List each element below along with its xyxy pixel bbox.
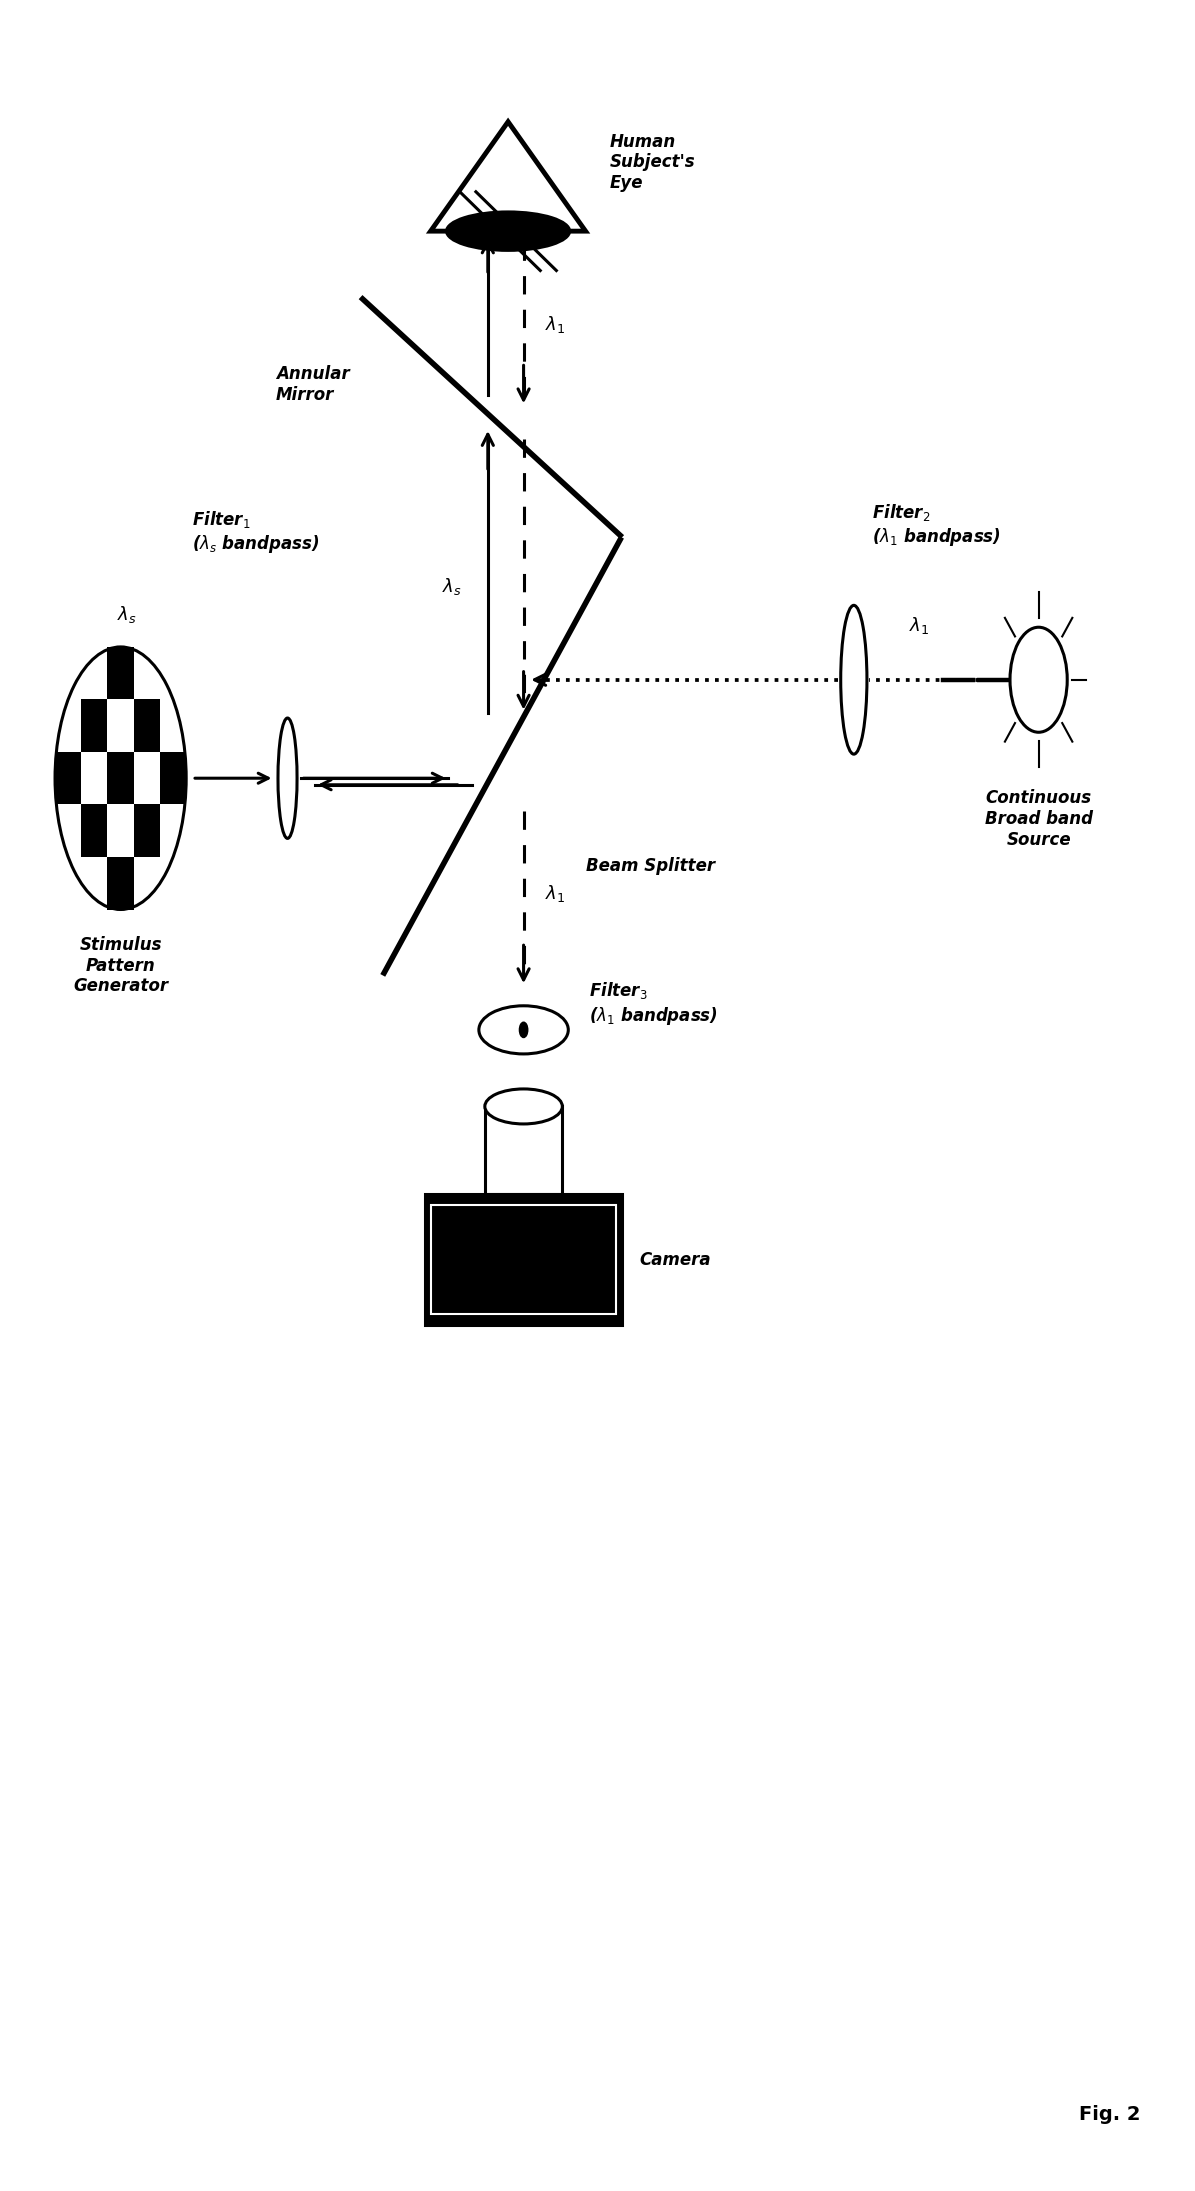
Bar	[108, 752, 134, 804]
Text: Filter$_1$
($\lambda_s$ bandpass): Filter$_1$ ($\lambda_s$ bandpass)	[192, 508, 320, 554]
Ellipse shape	[485, 1089, 563, 1124]
Bar	[134, 699, 160, 752]
Text: Filter$_3$
($\lambda_1$ bandpass): Filter$_3$ ($\lambda_1$ bandpass)	[589, 982, 718, 1028]
Ellipse shape	[520, 1023, 528, 1039]
Text: Continuous
Broad band
Source: Continuous Broad band Source	[985, 789, 1092, 848]
Text: Camera: Camera	[639, 1251, 711, 1269]
Ellipse shape	[446, 213, 570, 250]
Circle shape	[1010, 627, 1067, 732]
Text: $\lambda_s$: $\lambda_s$	[442, 576, 461, 598]
Bar	[81, 699, 108, 752]
Bar	[431, 1205, 615, 1315]
Bar	[108, 646, 134, 699]
Bar	[81, 804, 108, 857]
Ellipse shape	[278, 719, 298, 839]
Text: Annular
Mirror: Annular Mirror	[276, 366, 349, 403]
Text: $\lambda_s$: $\lambda_s$	[117, 605, 136, 624]
Bar	[55, 752, 81, 804]
Ellipse shape	[55, 646, 186, 909]
Bar	[108, 857, 134, 909]
Ellipse shape	[841, 605, 866, 754]
Text: $\lambda_1$: $\lambda_1$	[545, 883, 565, 903]
Text: Stimulus
Pattern
Generator: Stimulus Pattern Generator	[73, 936, 168, 995]
Text: $\lambda_1$: $\lambda_1$	[545, 313, 565, 335]
Bar	[134, 804, 160, 857]
Text: Human
Subject's
Eye: Human Subject's Eye	[609, 134, 695, 193]
Text: Fig. 2: Fig. 2	[1079, 2106, 1141, 2123]
Text: $\lambda_1$: $\lambda_1$	[909, 613, 930, 635]
Bar	[425, 1194, 621, 1326]
Text: Beam Splitter: Beam Splitter	[586, 857, 715, 874]
Text: Filter$_2$
($\lambda_1$ bandpass): Filter$_2$ ($\lambda_1$ bandpass)	[871, 502, 1000, 548]
Bar	[160, 752, 186, 804]
Ellipse shape	[479, 1006, 569, 1054]
